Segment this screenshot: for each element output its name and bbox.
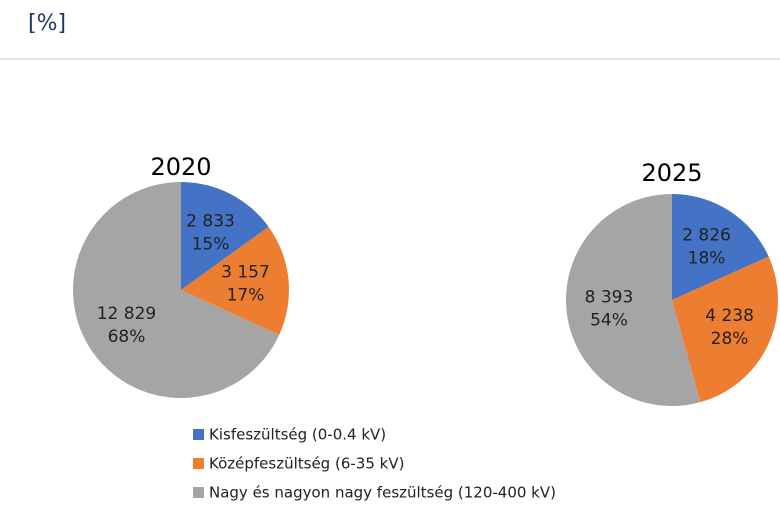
percent-label: 15%: [192, 234, 230, 254]
value-label: 8 393: [585, 288, 634, 308]
value-label: 3 157: [221, 263, 270, 283]
legend-label: Nagy és nagyon nagy feszültség (120-400 …: [209, 484, 556, 502]
pie-slice: [73, 182, 280, 398]
percent-label: 68%: [108, 327, 146, 347]
pie-slice: [565, 194, 701, 406]
value-label: 2 826: [682, 226, 731, 246]
percent-label: 54%: [590, 311, 628, 331]
value-label: 4 238: [705, 306, 754, 326]
value-label: 2 833: [186, 211, 235, 231]
legend-label: Középfeszültség (6-35 kV): [209, 455, 404, 473]
legend-swatch: [193, 458, 204, 469]
value-label: 12 829: [97, 304, 156, 324]
percent-label: 17%: [227, 286, 265, 306]
chart-title: 2025: [641, 159, 702, 187]
percent-label: 18%: [688, 249, 726, 269]
legend-swatch: [193, 487, 204, 498]
percent-label: 28%: [711, 329, 749, 349]
legend-swatch: [193, 429, 204, 440]
chart-title: 2020: [150, 153, 211, 181]
legend-label: Kisfeszültség (0-0.4 kV): [209, 426, 386, 444]
pie-slice: [181, 182, 269, 290]
pie-slice: [181, 226, 289, 335]
pie-slice: [672, 194, 769, 300]
header-title: [%]: [28, 11, 66, 36]
pie-slice: [672, 256, 778, 403]
